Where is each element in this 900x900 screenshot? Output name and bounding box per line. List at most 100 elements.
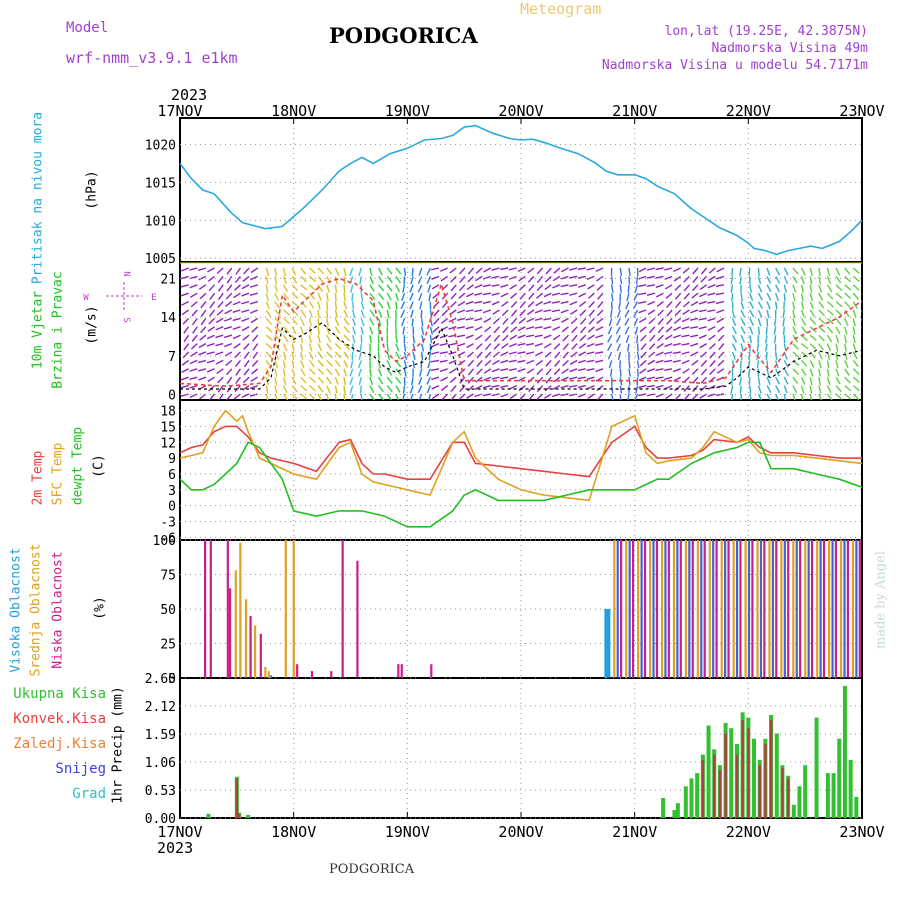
wind-arrow — [739, 267, 742, 277]
wind-arrow — [465, 326, 474, 330]
wind-arrow — [717, 326, 725, 333]
wind-arrow — [619, 276, 623, 285]
wind-arrow — [482, 384, 491, 389]
wind-arrow — [700, 359, 708, 367]
wind-arrow — [249, 393, 258, 397]
wind-arrow — [844, 309, 850, 318]
precip-bar-total — [246, 814, 251, 818]
wind-arrow — [551, 300, 560, 304]
wind-arrow — [699, 343, 707, 349]
wind-arrow — [809, 267, 813, 276]
wind-arrow — [500, 275, 509, 279]
wind-arrow — [691, 359, 699, 366]
wind-arrow — [358, 267, 362, 276]
pressure-ytick: 1010 — [145, 214, 176, 229]
cloud-bar-overcast_high — [783, 540, 786, 678]
wind-arrow — [251, 368, 259, 375]
wind-arrow — [627, 393, 630, 400]
cloud-bar-low — [330, 671, 333, 678]
wind-arrow — [691, 292, 699, 299]
wind-arrow — [334, 284, 338, 293]
wind-arrow — [835, 301, 843, 308]
wind-arrow — [826, 267, 831, 276]
wind-arrow — [395, 343, 400, 352]
bottom-date-tick: 23NOV — [839, 823, 884, 841]
wind-arrow — [818, 276, 822, 285]
wind-arrow — [766, 309, 770, 318]
cloud-bar-overcast_high — [843, 540, 846, 678]
wind-arrow — [189, 393, 198, 399]
wind-arrow — [181, 309, 190, 316]
wind-arrow — [509, 384, 517, 390]
wind-arrow — [369, 376, 374, 386]
wind-arrow — [577, 284, 586, 288]
wind-arrow — [300, 309, 307, 317]
bottom-date-tick: 20NOV — [498, 823, 543, 841]
wind-arrow — [476, 351, 483, 359]
wind-arrow — [543, 309, 552, 313]
wind-arrow — [826, 376, 831, 386]
precip-bar-conv — [758, 765, 761, 818]
wind-arrow — [698, 309, 707, 313]
wind-arrow — [578, 343, 587, 349]
cloud-bar-overcast_mid — [816, 540, 819, 678]
cloud-bar-high — [269, 675, 273, 678]
station-title: PODGORICA — [329, 23, 478, 48]
wind-arrow — [250, 267, 259, 274]
wind-arrow — [835, 368, 840, 377]
wind-arrow — [439, 351, 448, 355]
wind-arrow — [429, 335, 433, 344]
wind-arrow — [826, 343, 832, 352]
temperature-series-sfc — [179, 409, 863, 502]
wind-arrow — [500, 351, 509, 357]
precip-bar-total — [672, 810, 677, 818]
wind-arrow — [672, 368, 681, 373]
wind-arrow — [485, 343, 492, 351]
wind-arrow — [491, 267, 500, 271]
wind-arrow — [740, 318, 746, 326]
wind-arrow — [636, 360, 640, 369]
wind-arrow — [377, 267, 383, 276]
top-date-tick: 20NOV — [498, 102, 543, 120]
wind-arrow — [731, 318, 737, 327]
wind-arrow — [634, 393, 639, 400]
wind-arrow — [378, 385, 385, 393]
wind-arrow — [334, 301, 338, 310]
wind-arrow — [226, 376, 233, 385]
wind-arrow — [291, 317, 298, 326]
wind-arrow — [666, 301, 673, 308]
wind-arrow — [586, 368, 595, 372]
wind-arrow — [274, 385, 278, 394]
wind-arrow — [457, 300, 466, 307]
wind-arrow — [234, 351, 241, 359]
wind-arrow — [326, 309, 329, 319]
wind-arrow — [378, 393, 385, 400]
wind-arrow — [561, 326, 569, 333]
wind-arrow — [189, 376, 198, 380]
wind-arrow — [792, 385, 798, 394]
wind-arrow — [430, 359, 440, 363]
wind-arrow — [586, 275, 595, 280]
wind-arrow — [458, 284, 466, 292]
wind-arrow — [300, 318, 305, 326]
wind-arrow — [553, 343, 561, 350]
wind-arrow — [852, 343, 857, 352]
wind-arrow — [250, 309, 258, 314]
wind-arrow — [569, 275, 578, 279]
wind-arrow — [595, 351, 604, 355]
precip-bar-conv — [712, 754, 716, 818]
wind-arrow — [552, 334, 561, 341]
wind-arrow — [615, 334, 621, 343]
wind-arrow — [528, 292, 535, 300]
precip-bar-conv — [781, 767, 784, 818]
wind-arrow — [852, 326, 856, 335]
wind-arrow — [369, 368, 372, 377]
wind-ytick: 0 — [168, 388, 176, 403]
wind-arrow — [809, 317, 817, 325]
wind-arrow — [181, 359, 190, 366]
wind-arrow — [265, 276, 269, 285]
wind-arrow — [491, 275, 500, 279]
wind-arrow — [683, 275, 690, 283]
wind-arrow — [509, 342, 517, 348]
wind-arrow — [672, 342, 681, 346]
